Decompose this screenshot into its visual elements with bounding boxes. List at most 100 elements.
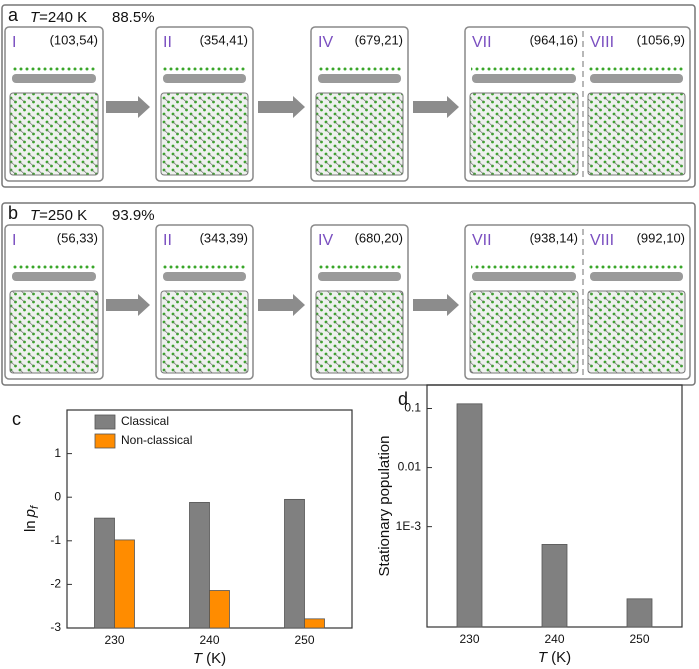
- x-axis-label: T (K): [193, 650, 226, 667]
- x-axis-label: T (K): [538, 649, 571, 666]
- y-tick-label: 1: [54, 446, 61, 460]
- substrate-side: [472, 272, 576, 281]
- top-view: [469, 290, 579, 374]
- substrate-side: [590, 272, 683, 281]
- bar: [284, 498, 305, 629]
- y-label-subscript: f: [29, 505, 41, 509]
- substrate-side: [12, 272, 96, 281]
- panel-label: d: [398, 389, 408, 409]
- side-view-cluster: [11, 263, 97, 271]
- y-label-symbol: p: [22, 509, 39, 518]
- temperature-symbol: T: [30, 207, 41, 224]
- yield: 93.9%: [112, 207, 155, 224]
- substrate-side: [163, 272, 246, 281]
- arrow: [106, 96, 150, 118]
- panel-title: T=250 K: [30, 207, 87, 224]
- top-view: [315, 290, 404, 374]
- stage-label: IV: [318, 232, 333, 249]
- y-tick-label: 0: [54, 489, 61, 503]
- side-view-cluster: [471, 65, 577, 73]
- panel-frame: [1, 4, 696, 188]
- coords-label: (56,33): [57, 230, 98, 245]
- bar: [94, 517, 115, 629]
- x-tick-label: 240: [544, 632, 564, 646]
- stage-label: VII: [472, 34, 492, 51]
- substrate-side: [318, 74, 401, 83]
- substrate-side: [590, 74, 683, 83]
- panel-label: b: [8, 203, 18, 223]
- legend-label: Non-classical: [121, 433, 192, 447]
- x-label-symbol: T: [538, 649, 549, 666]
- panel-title: T=240 K: [30, 9, 87, 26]
- side-view-cluster: [162, 263, 247, 271]
- coords-label: (992,10): [637, 230, 685, 245]
- stage-label: VIII: [590, 232, 614, 249]
- panel-frame: [1, 202, 696, 386]
- x-label-symbol: T: [193, 650, 204, 667]
- x-tick-label: 240: [199, 633, 219, 647]
- stage-label: VIII: [590, 34, 614, 51]
- temperature-symbol: T: [30, 9, 41, 26]
- y-tick-label: -1: [50, 533, 61, 547]
- legend-swatch: [94, 414, 116, 430]
- coords-label: (1056,9): [637, 32, 685, 47]
- top-view: [587, 290, 686, 374]
- bar: [304, 618, 325, 629]
- y-axis-label: ln pf: [22, 505, 41, 532]
- x-tick-label: 250: [294, 633, 314, 647]
- legend-label: Classical: [121, 414, 169, 428]
- substrate-side: [163, 74, 246, 83]
- substrate-side: [12, 74, 96, 83]
- top-view: [9, 92, 99, 176]
- y-label-prefix: ln: [22, 520, 39, 532]
- x-tick-label: 250: [629, 632, 649, 646]
- substrate-side: [318, 272, 401, 281]
- top-view: [315, 92, 404, 176]
- panel-label: c: [12, 409, 21, 429]
- y-tick-label: 0.01: [398, 460, 422, 474]
- stage-label: II: [163, 34, 172, 51]
- x-label-unit: (K): [206, 650, 226, 667]
- yield: 88.5%: [112, 9, 155, 26]
- arrow: [258, 96, 305, 118]
- top-view: [160, 92, 249, 176]
- arrow: [413, 294, 459, 316]
- coords-label: (103,54): [50, 32, 98, 47]
- stage-label: IV: [318, 34, 333, 51]
- coords-label: (343,39): [200, 230, 248, 245]
- stage-label: II: [163, 232, 172, 249]
- coords-label: (938,14): [530, 230, 578, 245]
- top-view: [9, 290, 99, 374]
- substrate-side: [472, 74, 576, 83]
- bar: [189, 502, 210, 629]
- stage-label: I: [12, 34, 16, 51]
- y-tick-label: -2: [50, 577, 61, 591]
- side-view-cluster: [162, 65, 247, 73]
- arrow: [106, 294, 150, 316]
- y-tick-label: -3: [50, 620, 61, 634]
- coords-label: (964,16): [530, 32, 578, 47]
- temperature: =240 K: [39, 9, 87, 26]
- bar: [114, 539, 135, 629]
- y-tick-label: 1E-3: [396, 519, 422, 533]
- coords-label: (354,41): [200, 32, 248, 47]
- side-view-cluster: [471, 263, 577, 271]
- bar: [209, 590, 230, 629]
- bar: [626, 598, 653, 628]
- x-tick-label: 230: [459, 632, 479, 646]
- coords-label: (680,20): [355, 230, 403, 245]
- stage-label: I: [12, 232, 16, 249]
- top-view: [469, 92, 579, 176]
- stage-label: VII: [472, 232, 492, 249]
- arrow: [258, 294, 305, 316]
- side-view-cluster: [589, 263, 684, 271]
- top-view: [160, 290, 249, 374]
- x-tick-label: 230: [104, 633, 124, 647]
- top-view: [587, 92, 686, 176]
- x-label-unit: (K): [551, 649, 571, 666]
- bar: [456, 403, 483, 628]
- temperature: =250 K: [39, 207, 87, 224]
- side-view-cluster: [11, 65, 97, 73]
- y-tick-label: 0.1: [404, 401, 421, 415]
